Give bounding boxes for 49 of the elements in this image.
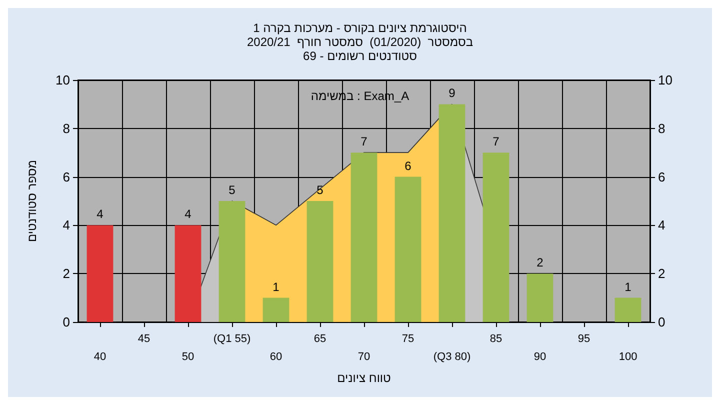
x-tick-label: 50: [182, 351, 194, 363]
x-tick-label: 65: [314, 333, 326, 345]
data-label: 5: [228, 183, 236, 197]
data-label: 7: [360, 134, 368, 149]
x-tick-label: (Q3 80): [433, 351, 471, 363]
x-tick-label: 85: [490, 333, 502, 345]
bar: [306, 201, 334, 322]
chart-title: היסטוגרמת ציונים בקורס - מערכות בקרה 1 בסמסטר (01/2020) סמסטר חורף 2020/21 סטודנטים רשומים - 69: [246, 21, 474, 63]
y-tick-label: 6: [62, 169, 70, 184]
data-label: 7: [492, 134, 500, 149]
x-tick-label: 90: [534, 351, 546, 363]
x-tick-label: 45: [138, 333, 150, 345]
x-tick-label: 75: [402, 333, 414, 345]
y-tick-label: 8: [62, 120, 70, 136]
bar: [218, 201, 246, 322]
bar: [86, 225, 114, 322]
bar: [262, 298, 290, 322]
x-tick-label: 40: [94, 351, 106, 363]
y-tick-label: 10: [56, 72, 70, 88]
y2-tick-label: 8: [658, 120, 666, 136]
bar: [614, 298, 642, 322]
y2-tick-label: 2: [658, 266, 666, 282]
y-tick-label: 2: [62, 266, 70, 282]
data-label: 4: [184, 207, 192, 222]
x-tick-label: (Q1 55): [213, 333, 251, 345]
data-label: 4: [96, 207, 104, 222]
x-tick-label: 100: [618, 351, 638, 363]
x-tick-label: 95: [578, 333, 590, 345]
bar: [174, 225, 202, 322]
x-axis-title: טווח ציונים: [337, 371, 392, 385]
bar: [438, 104, 466, 322]
data-label: 6: [404, 158, 412, 173]
bar: [350, 152, 378, 322]
y-axis-title: מספר סטודנטים: [25, 160, 39, 242]
y2-tick-label: 0: [658, 314, 666, 330]
y2-tick-label: 4: [658, 218, 666, 233]
bar: [526, 274, 554, 322]
data-label: 1: [272, 280, 280, 294]
y2-tick-label: 6: [658, 169, 666, 184]
y-tick-label: 4: [62, 218, 70, 233]
x-tick-label: 70: [358, 351, 370, 363]
bar: [482, 152, 510, 322]
data-label: 2: [536, 256, 544, 270]
data-label: 1: [624, 280, 632, 294]
data-label: 9: [448, 86, 456, 100]
x-tick-label: 60: [270, 351, 282, 363]
bar: [394, 176, 422, 322]
y-tick-label: 0: [62, 314, 70, 330]
y2-tick-label: 10: [658, 72, 672, 88]
